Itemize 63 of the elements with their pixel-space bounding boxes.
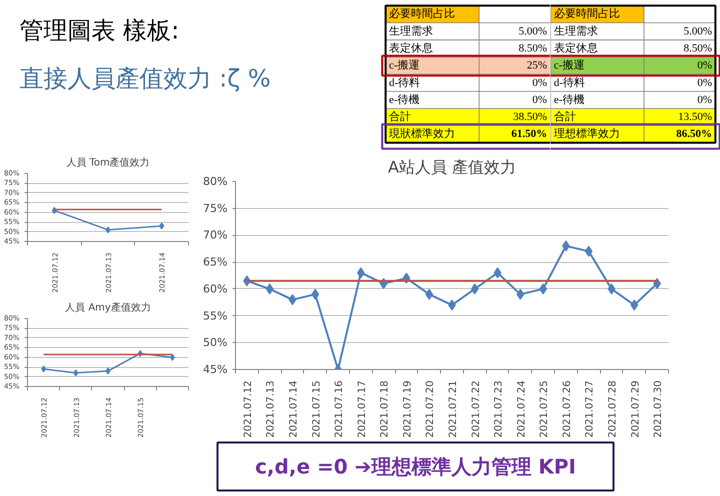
y-tick-label: 65% [203,256,228,269]
y-tick-label: 45% [203,363,228,376]
category-label: 表定休息 [554,42,598,54]
text: 25% [526,60,548,72]
y-tick-label: 80% [203,175,228,188]
text: 0% [532,94,548,106]
text: 8.50% [684,42,712,54]
text: 0% [532,76,548,89]
text: 5.00% [518,25,548,38]
text: 8.50% [518,42,548,54]
chart-title: 人員 Amy產值效力 [65,302,151,314]
text: 0% [697,76,712,89]
category-label: e-待機 [389,94,420,106]
x-tick-label: 2021.07.29 [630,380,642,438]
x-tick-label: 2021.07.12 [242,380,254,438]
x-tick-label: 2021.07.28 [608,380,619,438]
category-label: 合計 [554,110,576,124]
x-tick-label: 2021.07.16 [334,380,346,438]
category-label: 合計 [389,110,411,124]
x-tick-label: 2021.07.13 [266,380,277,438]
x-tick-label: 2021.07.25 [539,380,550,438]
category-label: d-待料 [389,76,420,89]
category-label: 表定休息 [389,42,433,54]
x-tick-label: 2021.07.22 [470,380,482,438]
y-tick-label: 55% [203,309,228,322]
text: 0% [697,94,712,106]
text: 5.00% [684,25,712,38]
y-tick-label: 75% [203,202,228,215]
category-label: 生理需求 [389,24,433,38]
text: 直接人員產值效力 :ζ % [20,64,271,92]
text: c,d,e =0 ➔理想標準人力管理 KPI [255,454,576,478]
y-tick-label: 60% [203,282,228,296]
x-tick-label: 2021.07.15 [311,380,322,438]
category-label: 現狀標準效力 [389,127,455,140]
x-tick-label: 2021.07.18 [380,380,391,438]
chart-title: 人員 Tom產值效力 [66,156,150,168]
x-tick-label: 2021.07.27 [584,380,596,438]
x-tick-label: 2021.07.26 [562,380,573,438]
category-label: c-搬運 [554,60,584,72]
text: 必要時間占比 [554,7,620,20]
text: 0% [697,60,712,72]
category-label: e-待機 [554,94,584,106]
x-tick-label: 2021.07.17 [356,380,368,438]
category-label: 理想標準效力 [554,127,620,140]
text: 管理圖表 樣板: [20,16,180,44]
text: 13.50% [678,111,712,124]
category-label: c-搬運 [389,60,420,72]
x-tick-label: 2021.07.20 [425,380,436,438]
x-tick-label: 2021.07.24 [516,380,528,438]
category-label: 生理需求 [554,24,598,38]
y-tick-label: 70% [203,228,228,242]
x-tick-label: 2021.07.14 [288,380,300,438]
category-label: d-待料 [554,76,586,89]
x-tick-label: 2021.07.19 [402,380,414,438]
y-tick-label: 50% [203,336,228,350]
text: 61.50% [511,128,548,140]
x-tick-label: 2021.07.21 [448,380,459,438]
text: 必要時間占比 [389,7,455,20]
chart-title: A站人員 產值效力 [388,158,516,176]
text: 86.50% [676,128,712,140]
x-tick-label: 2021.07.30 [653,380,664,438]
x-tick-label: 2021.07.23 [494,380,505,438]
text: 38.50% [513,111,548,124]
